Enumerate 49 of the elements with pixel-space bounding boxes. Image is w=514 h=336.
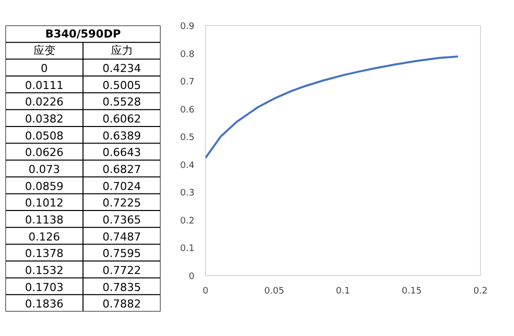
y-tick-label: 0.1 [180, 244, 195, 254]
text: 0.7024 [102, 180, 142, 193]
text: 应力 [110, 44, 133, 58]
text: 0.7487 [102, 230, 142, 244]
text: 0.1836 [25, 298, 64, 311]
text: 0.7365 [102, 213, 142, 226]
text: 0.6062 [102, 112, 142, 126]
y-tick-label: 0 [188, 272, 195, 282]
text: 0.6827 [102, 163, 142, 176]
text: 0.7722 [102, 264, 142, 277]
text: 0 [40, 62, 48, 76]
text: 0.5528 [102, 96, 142, 109]
y-tick-label: 0.9 [180, 22, 195, 32]
text: 0.6389 [102, 129, 142, 142]
x-tick-label: 0.1 [336, 286, 350, 296]
y-tick-label: 0.3 [180, 188, 195, 199]
line-series [206, 56, 459, 159]
text: 0.0859 [25, 180, 64, 193]
text: 0.7835 [102, 280, 142, 294]
text: 0.126 [28, 230, 60, 244]
y-tick-label: 0.4 [180, 160, 195, 171]
text: 0.0111 [25, 78, 64, 92]
y-tick-label: 0.6 [180, 105, 195, 116]
text: 0.0508 [25, 129, 64, 142]
text: 0.1378 [25, 247, 64, 260]
text: 0.7595 [102, 247, 142, 260]
x-tick-label: 0.15 [402, 286, 422, 296]
text: 0.0226 [25, 96, 64, 109]
text: 0.1703 [25, 280, 64, 294]
y-tick-label: 0.7 [180, 78, 195, 88]
text: 0.073 [28, 163, 60, 176]
text: B340/590DP [45, 27, 121, 40]
text: 0.0626 [25, 146, 64, 160]
text: 0.5005 [102, 78, 142, 92]
text: 0.1138 [25, 213, 64, 226]
text: 0.1012 [25, 196, 64, 210]
x-tick-label: 0.2 [473, 286, 488, 296]
text: 0.7882 [102, 298, 142, 311]
text: 0.4234 [102, 62, 142, 76]
text: 应变 [33, 44, 56, 58]
x-tick-label: 0.05 [264, 286, 284, 296]
text: 0.6643 [102, 146, 142, 160]
x-tick-label: 0 [202, 286, 209, 296]
y-tick-label: 0.2 [180, 216, 195, 226]
y-tick-label: 0.8 [180, 50, 195, 60]
text: 0.1532 [25, 264, 64, 277]
text: 0.0382 [25, 112, 64, 126]
y-tick-label: 0.5 [180, 133, 195, 144]
text: 0.7225 [102, 196, 142, 210]
